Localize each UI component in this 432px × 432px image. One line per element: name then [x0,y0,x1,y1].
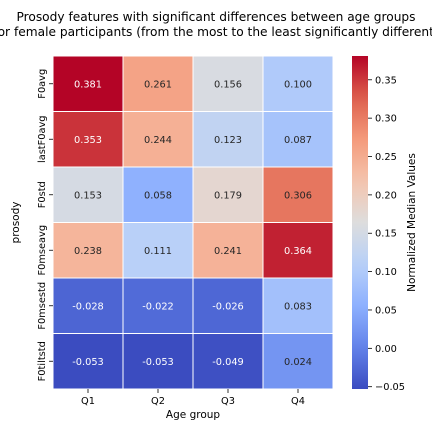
y-axis-label: prosody [10,202,22,244]
y-tick-label: F0msestd [37,282,48,330]
heatmap-cell [52,333,124,390]
heatmap-cell [262,277,334,334]
cell-value-label: 0.024 [284,357,312,368]
heatmap-cell [122,222,194,279]
chart-title-line: for female participants (from the most t… [0,25,432,39]
colorbar: −0.05 0.00 0.05 0.10 0.15 0.20 0.25 0.30 0.35 [352,56,405,393]
heatmap-cell [262,333,334,390]
y-tick-label: F0avg [37,69,48,99]
cell-value-label: 0.100 [284,79,312,90]
x-tick-label: Q4 [291,396,305,407]
colorbar-tick-label: 0.05 [375,305,397,316]
colorbar-tick-label: 0.35 [375,75,397,86]
colorbar-tick-label: 0.10 [375,267,397,278]
x-tick-label: Q1 [81,396,95,407]
cell-value-label: 0.153 [74,190,102,201]
heatmap-cell [262,111,334,168]
heatmap-cell [52,55,124,112]
x-tick-label: Q2 [151,396,165,407]
heatmap-cell [262,55,334,112]
colorbar-tick-label: −0.05 [375,382,405,393]
x-tick-label: Q3 [221,396,235,407]
y-tick-label: F0tiltstd [37,341,48,381]
y-tick-label: lastF0avg [37,115,48,163]
x-axis-ticks: Q1 Q2 Q3 Q4 [81,389,305,407]
heatmap-cell [122,111,194,168]
colorbar-gradient [352,56,368,389]
cell-value-label: 0.364 [284,246,312,257]
cell-value-label: 0.083 [284,301,312,312]
cell-value-label: 0.238 [74,246,102,257]
cell-value-label: 0.087 [284,135,312,146]
cell-value-label: 0.111 [144,246,172,257]
cell-value-label: 0.123 [214,135,242,146]
cell-value-label: -0.028 [72,301,104,312]
colorbar-tick-label: 0.00 [375,344,397,355]
y-tick-label: F0mseavg [37,225,48,276]
chart-title-line: Prosody features with significant differ… [16,10,415,24]
colorbar-label: Normalized Median Values [406,153,418,292]
heatmap-cell [122,55,194,112]
cell-value-label: -0.053 [72,357,104,368]
colorbar-tick-label: 0.30 [375,114,397,125]
cell-value-label: 0.306 [284,190,312,201]
x-axis-label: Age group [166,409,220,421]
heatmap-cell [192,333,264,390]
colorbar-tick-label: 0.25 [375,152,397,163]
heatmap-cell [122,333,194,390]
cell-value-label: 0.179 [214,190,242,201]
cell-value-label: -0.026 [212,301,244,312]
cell-value-label: -0.022 [142,301,174,312]
heatmap-cell [262,222,334,279]
cell-value-label: -0.049 [212,357,244,368]
cell-value-label: 0.353 [74,135,102,146]
cell-value-label: 0.241 [214,246,242,257]
heatmap-cell [192,277,264,334]
colorbar-tick-label: 0.20 [375,190,397,201]
cell-value-label: 0.156 [214,79,242,90]
cell-value-label: 0.244 [144,135,172,146]
heatmap-cell [192,55,264,112]
colorbar-tick-label: 0.15 [375,229,397,240]
heatmap-cell [122,277,194,334]
cell-value-label: 0.261 [144,79,172,90]
cell-value-label: 0.058 [144,190,172,201]
cell-value-label: 0.381 [74,79,102,90]
chart-title: Prosody features with significant differ… [0,10,432,39]
heatmap-cell [262,166,334,223]
y-tick-label: F0std [37,181,48,208]
heatmap-cell [122,166,194,223]
cell-value-label: -0.053 [142,357,174,368]
heatmap-cells: 0.381 0.261 0.156 0.100 0.353 0.244 0.123 0.087… [52,55,334,390]
y-axis-ticks: F0avg lastF0avg F0std F0mseavg F0msestd F0til… [37,69,53,381]
